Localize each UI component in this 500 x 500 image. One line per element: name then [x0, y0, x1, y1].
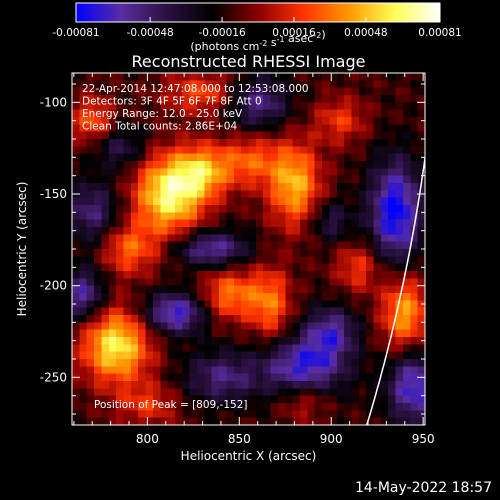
info-line: Detectors: 3F 4F 5F 6F 7F 8F Att 0 — [82, 96, 262, 108]
colorbar-tick-label: -0.00081 — [52, 27, 99, 39]
peak-position-label: Position of Peak = [809,-152] — [94, 399, 248, 411]
colorbar-tick-label: -0.00016 — [198, 27, 246, 39]
y-tick-label: -100 — [40, 95, 67, 109]
colorbar-tick-label: 0.00048 — [344, 27, 387, 39]
x-tick-label: 900 — [320, 432, 343, 446]
colorbar-tick-label: -0.00048 — [127, 27, 174, 39]
colorbar-unit-label: (photons cm-2 s-1 asec-2) — [190, 28, 325, 53]
x-tick-label: 800 — [136, 432, 159, 446]
x-axis-label: Heliocentric X (arcsec) — [181, 449, 317, 463]
observation-info: 22-Apr-2014 12:47:08.000 to 12:53:08.000… — [82, 83, 309, 133]
colorbar-tick-label: 0.00016 — [272, 27, 316, 39]
info-line: Energy Range: 12.0 - 25.0 keV — [82, 108, 243, 120]
solar-limb-line — [366, 152, 425, 425]
heatmap-image — [72, 73, 425, 425]
y-axis-ticks: -100 -150 -200 -250 — [40, 83, 425, 415]
y-axis-label: Heliocentric Y (arcsec) — [15, 182, 29, 317]
y-tick-label: -200 — [40, 279, 67, 293]
x-tick-label: 850 — [228, 432, 251, 446]
timestamp: 14-May-2022 18:57 — [354, 480, 492, 496]
colorbar-tick-label: 0.00081 — [418, 27, 461, 39]
y-tick-label: -250 — [40, 370, 67, 384]
x-tick-label: 950 — [412, 432, 435, 446]
info-line: 22-Apr-2014 12:47:08.000 to 12:53:08.000 — [82, 83, 309, 95]
info-line: Clean Total counts: 2.86E+04 — [82, 121, 237, 133]
colorbar — [75, 2, 441, 23]
colorbar-ticks: -0.00081 -0.00048 -0.00016 0.00016 0.00048 0.… — [52, 17, 462, 39]
x-axis-ticks: 800 850 900 950 — [73, 73, 435, 446]
y-tick-label: -150 — [40, 187, 67, 201]
chart-title: Reconstructed RHESSI Image — [132, 52, 366, 71]
